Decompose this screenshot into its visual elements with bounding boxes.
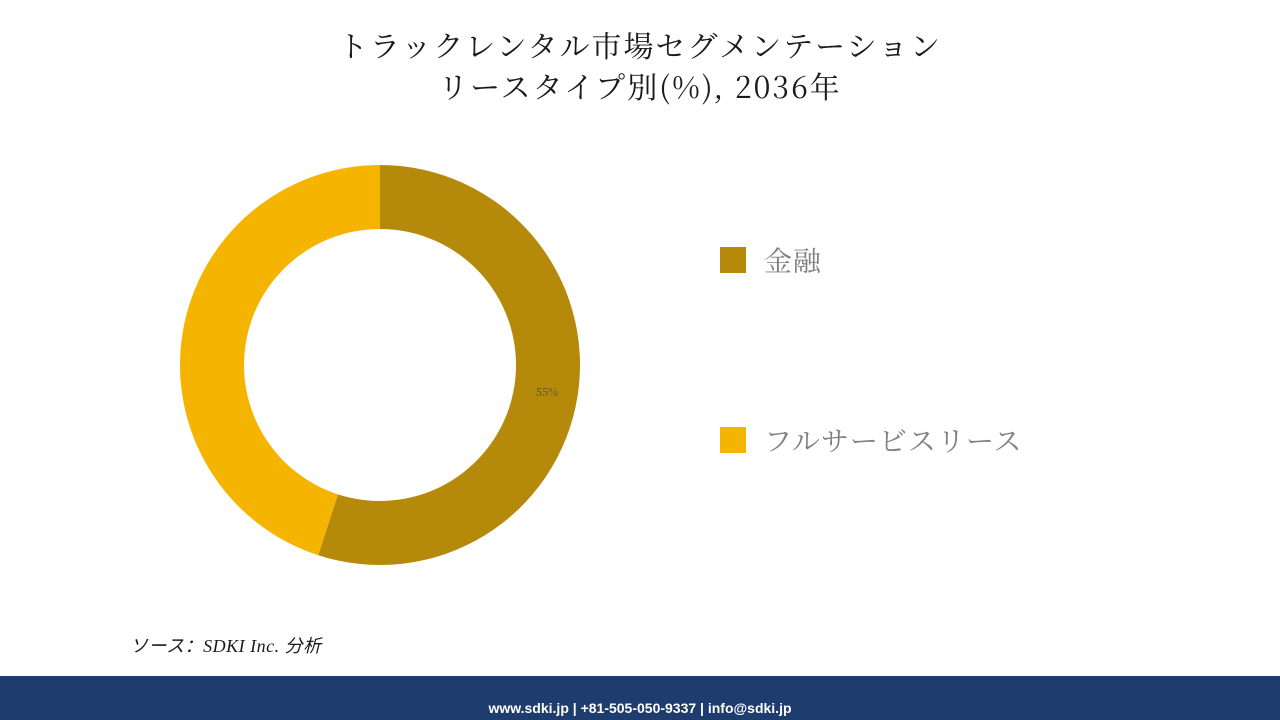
footer: www.sdki.jp | +81-505-050-9337 | info@sd…	[0, 676, 1280, 720]
legend-swatch	[720, 427, 746, 453]
legend-item: 金融	[720, 240, 1240, 280]
donut-slice	[180, 165, 380, 555]
footer-band	[0, 676, 1280, 696]
slice-value-label: 55%	[536, 384, 558, 400]
legend-swatch	[720, 247, 746, 273]
donut-chart: 55%	[170, 155, 590, 575]
legend-item: フルサービスリース	[720, 420, 1240, 460]
source-text: ソース：SDKI Inc. 分析	[130, 632, 322, 658]
chart-title-line1: トラックレンタル市場セグメンテーション	[0, 24, 1280, 65]
page-root: トラックレンタル市場セグメンテーション リースタイプ別(%), 2036年 55…	[0, 0, 1280, 720]
legend-label: フルサービスリース	[764, 420, 1022, 460]
legend-label: 金融	[764, 240, 822, 280]
chart-title: トラックレンタル市場セグメンテーション リースタイプ別(%), 2036年	[0, 24, 1280, 105]
footer-text: www.sdki.jp | +81-505-050-9337 | info@sd…	[0, 696, 1280, 720]
donut-svg	[170, 155, 590, 575]
legend: 金融フルサービスリース	[720, 240, 1240, 460]
chart-title-line2: リースタイプ別(%), 2036年	[0, 65, 1280, 106]
